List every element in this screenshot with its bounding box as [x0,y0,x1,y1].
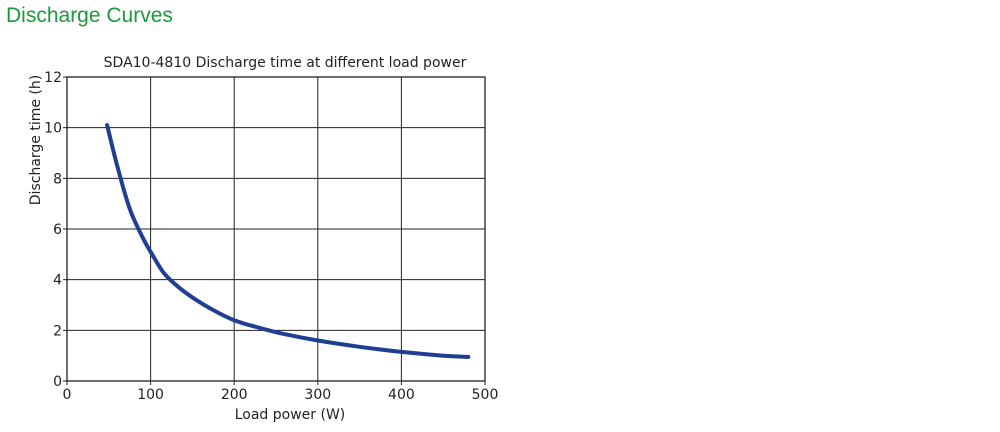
y-tick-labels: 0 2 4 6 8 10 12 [44,70,62,390]
x-axis-label: Load power (W) [235,407,346,423]
section-heading: Discharge Curves [6,4,173,27]
x-tick-label: 400 [388,387,415,403]
y-tick-label: 8 [53,171,62,187]
x-tick-label: 300 [304,387,331,403]
plot-frame [66,76,486,382]
grid-lines [63,76,486,385]
x-tick-labels: 0 100 200 300 400 500 [63,387,499,403]
x-tick-label: 500 [472,387,499,403]
x-tick-label: 100 [137,387,164,403]
y-tick-label: 2 [53,323,62,339]
y-tick-label: 6 [53,222,62,238]
y-tick-label: 0 [53,374,62,390]
x-tick-label: 200 [221,387,248,403]
discharge-curve [105,123,471,359]
y-tick-label: 12 [44,70,62,86]
chart-title: SDA10-4810 Discharge time at different l… [104,55,467,71]
y-tick-label: 4 [53,273,62,289]
y-axis-label: Discharge time (h) [28,75,44,205]
x-tick-label: 0 [63,387,72,403]
y-tick-label: 10 [44,121,62,137]
